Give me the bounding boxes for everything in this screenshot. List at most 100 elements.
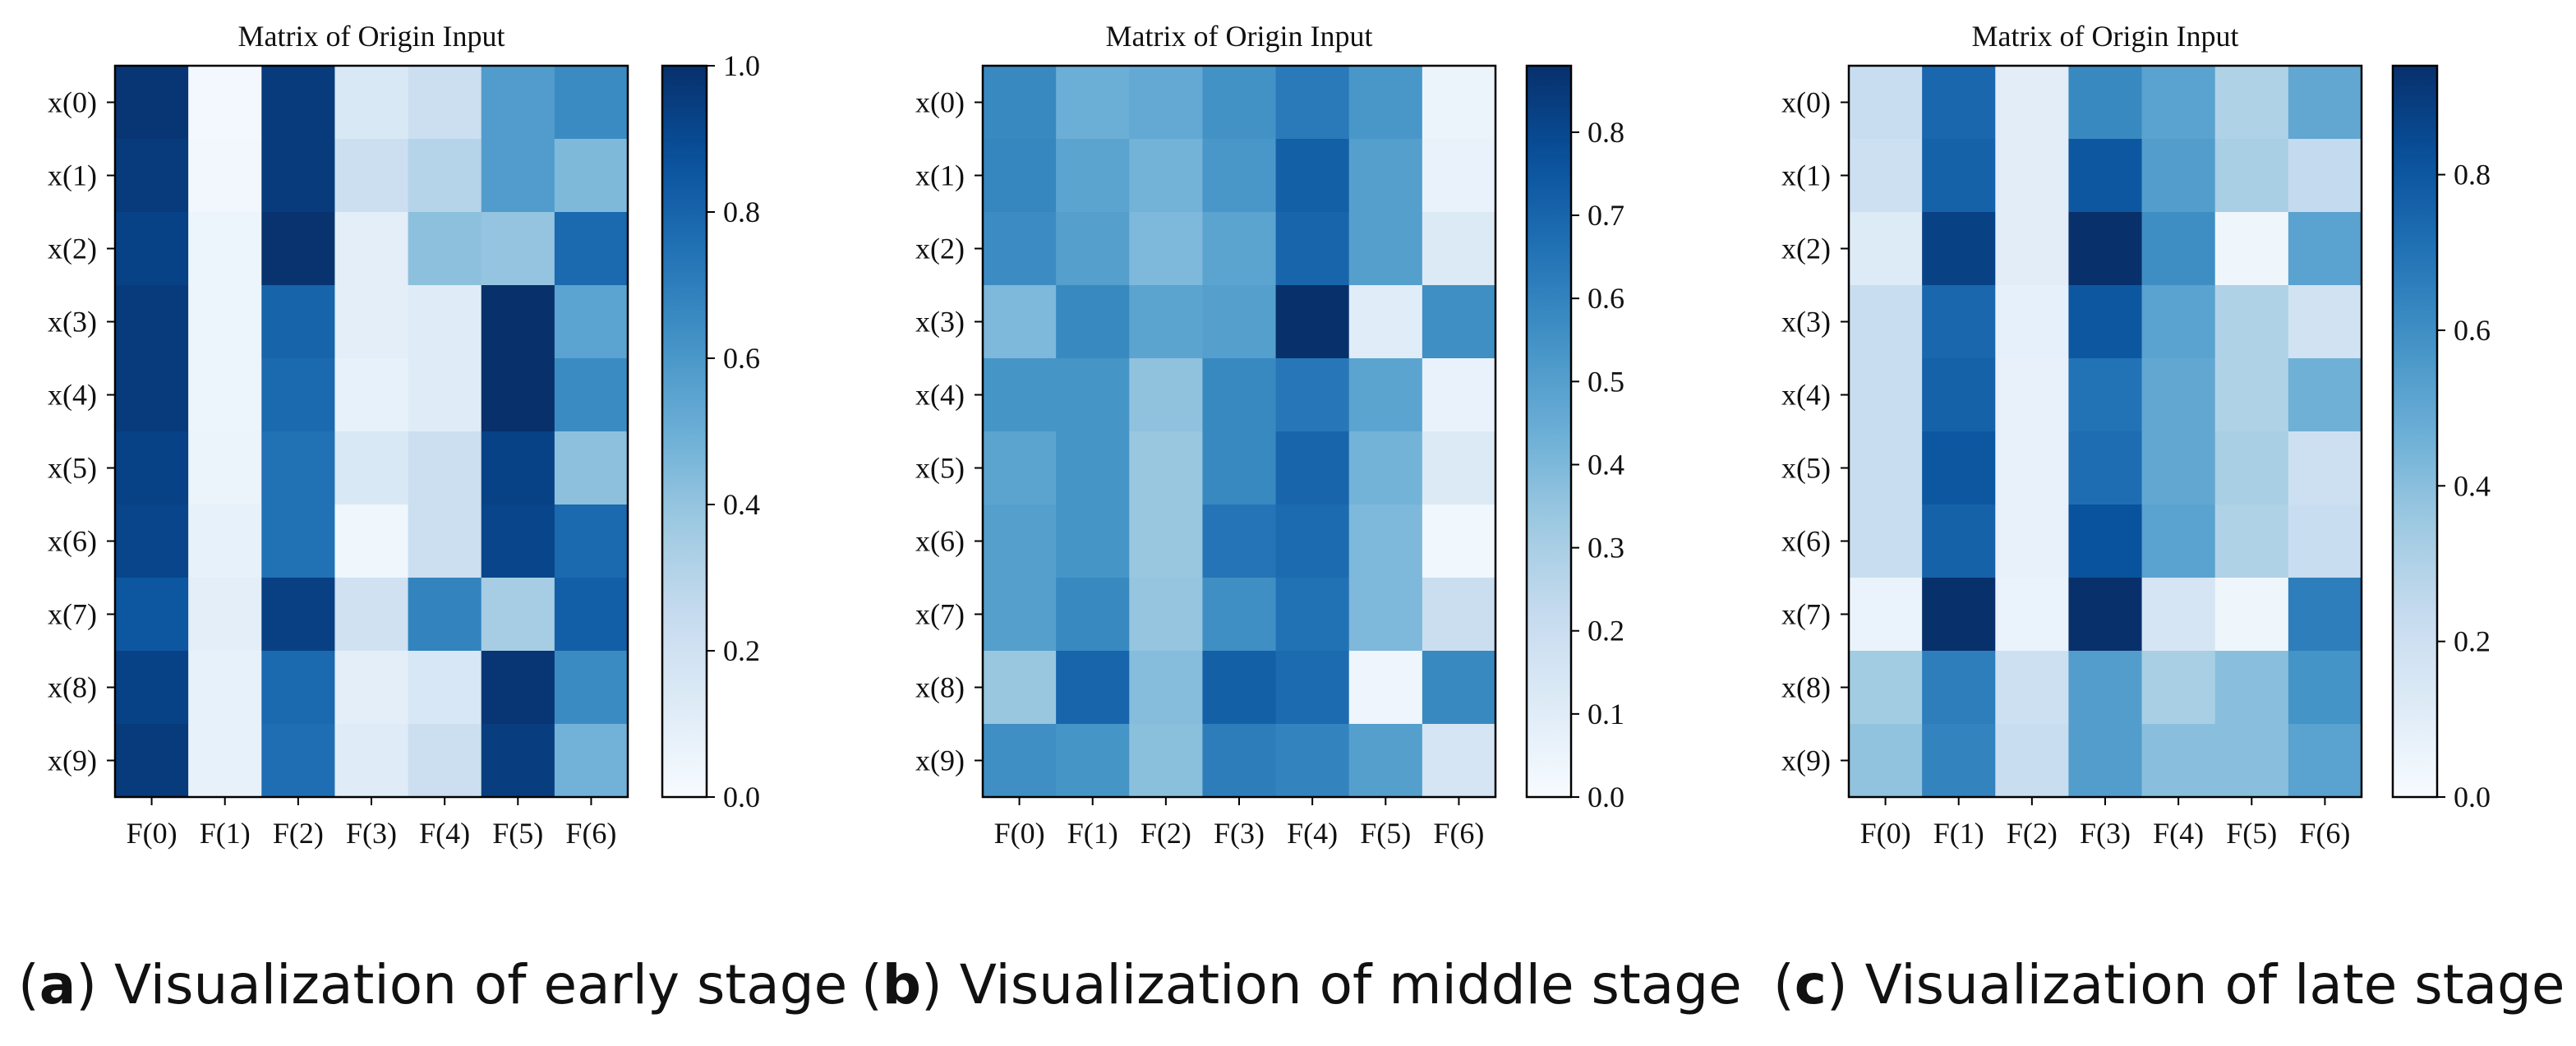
colorbar-tick-label: 0.8 bbox=[1588, 116, 1624, 149]
heatmap-cell bbox=[1129, 578, 1204, 652]
column-label: F(0) bbox=[127, 817, 177, 850]
row-label: x(9) bbox=[48, 744, 97, 777]
heatmap-cell bbox=[481, 505, 555, 578]
heatmap-cell bbox=[1129, 285, 1204, 359]
heatmap-cell bbox=[1275, 358, 1350, 432]
row-label: x(7) bbox=[915, 598, 965, 631]
heatmap-cell bbox=[1995, 651, 2070, 725]
heatmap-cell bbox=[1129, 651, 1204, 725]
heatmap-cell bbox=[188, 139, 262, 213]
heatmap-cell bbox=[334, 578, 409, 652]
heatmap-cell bbox=[2141, 139, 2216, 213]
heatmap-cell bbox=[1849, 578, 1923, 652]
heatmap-cell bbox=[1275, 139, 1350, 213]
heatmap-cell bbox=[1275, 431, 1350, 505]
row-label: x(2) bbox=[48, 233, 97, 265]
caption-a-text: Visualization of early stage bbox=[114, 953, 848, 1016]
heatmap-cell bbox=[1348, 66, 1423, 140]
colorbar-tick-label: 1.0 bbox=[723, 49, 760, 82]
heatmap-cell bbox=[334, 651, 409, 725]
heatmap-cell bbox=[408, 66, 482, 140]
row-label: x(3) bbox=[1781, 306, 1831, 339]
row-label: x(8) bbox=[915, 671, 965, 704]
heatmap-cell bbox=[1422, 139, 1496, 213]
colorbar-tick-label: 0.0 bbox=[723, 781, 760, 813]
heatmap-cell bbox=[2214, 431, 2289, 505]
heatmap-cell bbox=[1995, 724, 2070, 798]
heatmap-cell bbox=[1922, 651, 1996, 725]
column-label: F(1) bbox=[1067, 817, 1118, 850]
heatmap-cell bbox=[554, 66, 629, 140]
heatmap-cell bbox=[2068, 431, 2143, 505]
heatmap-cell bbox=[554, 358, 629, 432]
heatmap-cell bbox=[983, 724, 1057, 798]
heatmap-cell bbox=[1422, 66, 1496, 140]
heatmap-cell bbox=[1995, 578, 2070, 652]
heatmap-cell bbox=[2214, 358, 2289, 432]
heatmap-cell bbox=[1202, 358, 1277, 432]
heatmap-cell bbox=[1056, 66, 1130, 140]
heatmap-cell bbox=[1995, 212, 2070, 286]
heatmap-cell bbox=[554, 724, 629, 798]
heatmap-cell bbox=[554, 139, 629, 213]
heatmap-cell bbox=[188, 212, 262, 286]
heatmap-cell bbox=[2214, 578, 2289, 652]
column-label: F(6) bbox=[1433, 817, 1484, 850]
heatmap-cell bbox=[2068, 724, 2143, 798]
column-label: F(4) bbox=[2153, 817, 2204, 850]
heatmap-cell bbox=[983, 285, 1057, 359]
row-label: x(5) bbox=[48, 452, 97, 485]
heatmap-cell bbox=[188, 285, 262, 359]
caption-a: (a) Visualization of early stage bbox=[18, 953, 848, 1016]
heatmap-cell bbox=[1422, 285, 1496, 359]
heatmap-cell bbox=[2068, 66, 2143, 140]
heatmap-cell bbox=[2288, 358, 2362, 432]
heatmap-cell bbox=[115, 66, 189, 140]
heatmap-cell bbox=[1202, 578, 1277, 652]
colorbar-tick-label: 0.4 bbox=[723, 488, 760, 521]
heatmap-cell bbox=[481, 651, 555, 725]
colorbar-tick-label: 0.7 bbox=[1588, 199, 1624, 232]
heatmap-cell bbox=[2141, 358, 2216, 432]
heatmap-cell bbox=[1275, 724, 1350, 798]
heatmap-panel-c: Matrix of Origin Input x(0) x(1) x(2) x(3) x(… bbox=[1781, 20, 2491, 850]
heatmap-cell bbox=[2288, 139, 2362, 213]
heatmap-cell bbox=[408, 578, 482, 652]
heatmap-cell bbox=[983, 139, 1057, 213]
heatmap-cell bbox=[1348, 651, 1423, 725]
colorbar-tick-label: 0.2 bbox=[1588, 615, 1624, 647]
heatmap-cell bbox=[1922, 285, 1996, 359]
heatmap-cell bbox=[2214, 285, 2289, 359]
heatmap-cell bbox=[2141, 505, 2216, 578]
heatmap-cell bbox=[1056, 651, 1130, 725]
colorbar-tick-label: 0.5 bbox=[1588, 365, 1624, 398]
heatmap-cell bbox=[481, 431, 555, 505]
heatmap-cell bbox=[1995, 66, 2070, 140]
heatmap-cell bbox=[1129, 66, 1204, 140]
heatmap-cell bbox=[481, 66, 555, 140]
heatmap-cell bbox=[1348, 358, 1423, 432]
heatmap-cell bbox=[188, 505, 262, 578]
heatmap-cell bbox=[408, 505, 482, 578]
heatmap-cell bbox=[1202, 431, 1277, 505]
column-label: F(3) bbox=[2080, 817, 2131, 850]
row-label: x(9) bbox=[1781, 744, 1831, 777]
heatmap-cell bbox=[983, 505, 1057, 578]
row-label: x(7) bbox=[48, 598, 97, 631]
heatmap-cell bbox=[334, 212, 409, 286]
heatmap-cell bbox=[408, 139, 482, 213]
colorbar-tick-label: 0.4 bbox=[2454, 469, 2491, 502]
heatmap-cell bbox=[1348, 578, 1423, 652]
column-label: F(4) bbox=[1287, 817, 1338, 850]
heatmap-cell bbox=[1922, 724, 1996, 798]
colorbar-tick-label: 0.4 bbox=[1588, 448, 1624, 481]
heatmap-cell bbox=[188, 358, 262, 432]
heatmap-cell bbox=[481, 578, 555, 652]
heatmap-cell bbox=[2068, 285, 2143, 359]
heatmap-cell bbox=[1129, 431, 1204, 505]
row-label: x(1) bbox=[1781, 159, 1831, 192]
heatmap-cell bbox=[1348, 212, 1423, 286]
heatmap-cell bbox=[2068, 505, 2143, 578]
row-label: x(8) bbox=[48, 671, 97, 704]
heatmap-cell bbox=[1056, 212, 1130, 286]
